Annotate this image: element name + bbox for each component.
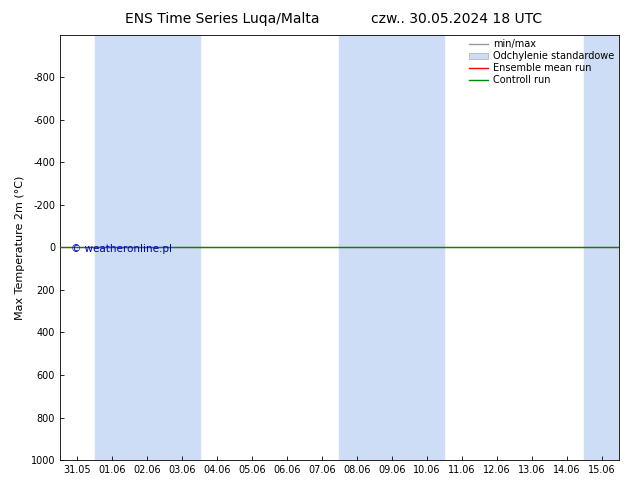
Bar	[584, 35, 619, 460]
Bar	[339, 35, 444, 460]
Legend: min/max, Odchylenie standardowe, Ensemble mean run, Controll run: min/max, Odchylenie standardowe, Ensembl…	[467, 38, 616, 87]
Text: ENS Time Series Luqa/Malta: ENS Time Series Luqa/Malta	[125, 12, 319, 26]
Text: czw.. 30.05.2024 18 UTC: czw.. 30.05.2024 18 UTC	[371, 12, 542, 26]
Y-axis label: Max Temperature 2m (°C): Max Temperature 2m (°C)	[15, 175, 25, 319]
Text: © weatheronline.pl: © weatheronline.pl	[71, 245, 172, 254]
Bar	[95, 35, 200, 460]
